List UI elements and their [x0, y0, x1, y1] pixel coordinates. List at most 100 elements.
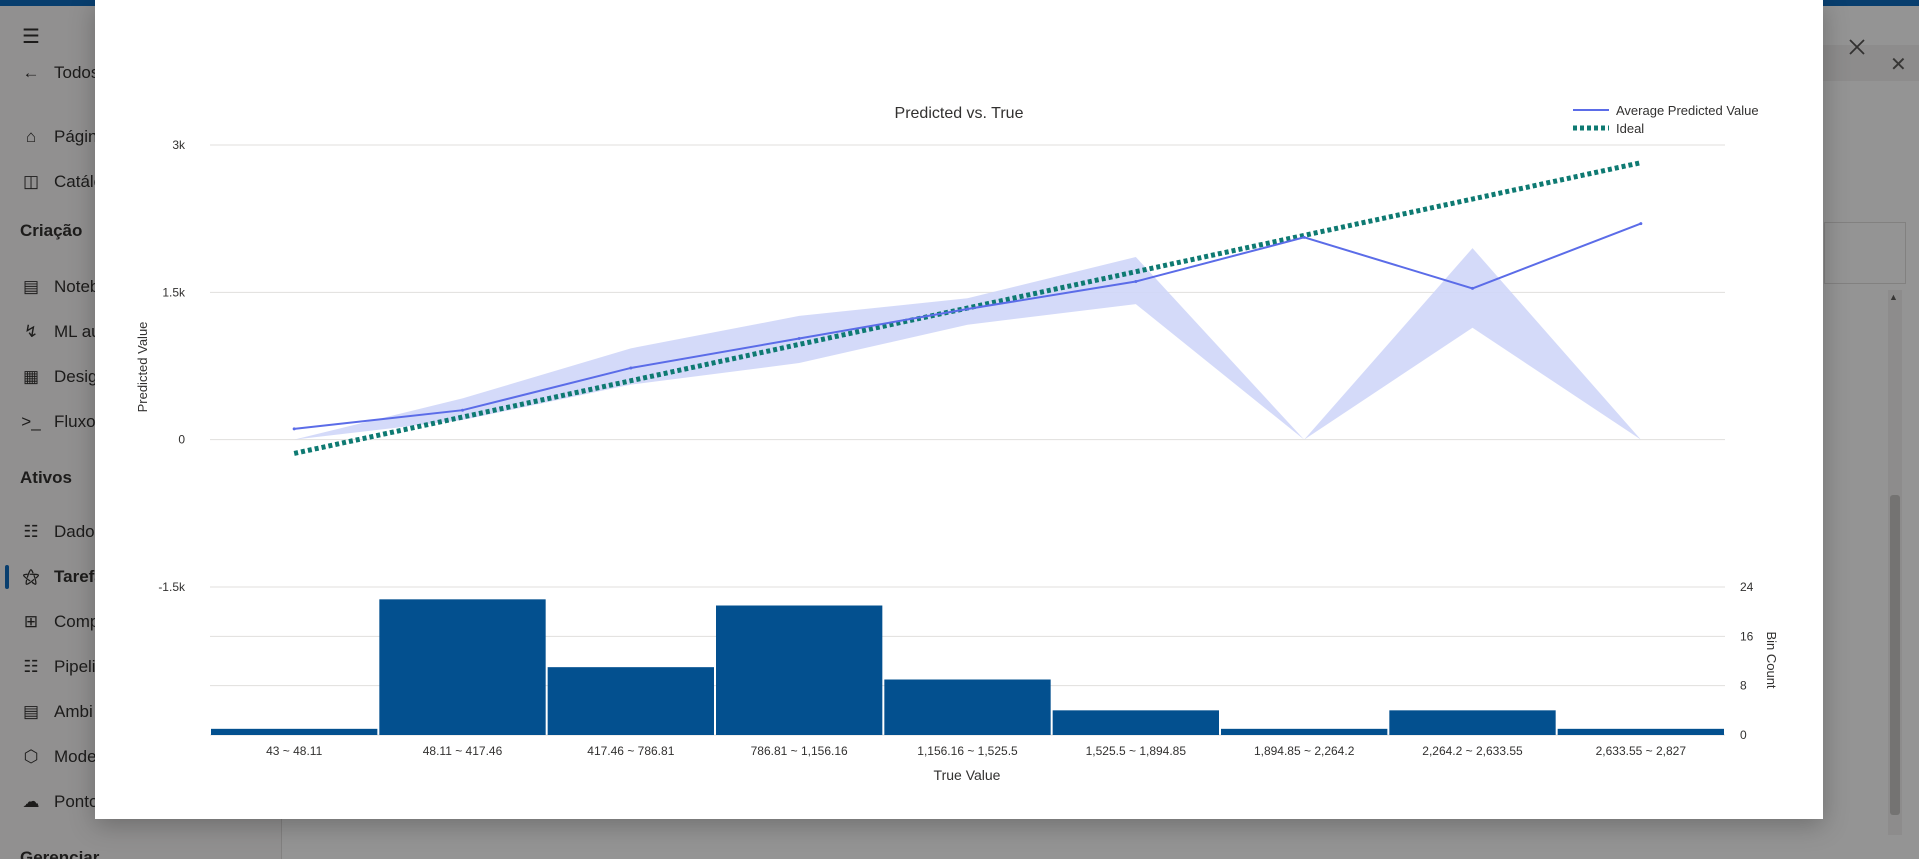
sidebar-item-models[interactable]: ⬡ Mode	[20, 742, 97, 772]
sidebar-item-components[interactable]: ⊞ Comp	[20, 607, 99, 637]
endpoint-icon: ☁	[22, 792, 40, 811]
sidebar-item-label: ML au	[54, 322, 101, 341]
predicted-point	[797, 336, 801, 340]
y-axis-label: Predicted Value	[135, 322, 150, 413]
y2-axis-label: Bin Count	[1764, 631, 1779, 688]
sidebar-item-back[interactable]: ← Todos	[20, 58, 100, 88]
predicted-point	[966, 307, 969, 311]
background-header-strip	[1820, 45, 1919, 81]
bin-bar	[884, 679, 1051, 735]
pipeline-icon: ☷	[23, 657, 39, 676]
sidebar-item-environments[interactable]: ▤ Ambi	[20, 697, 93, 727]
series-lines	[292, 160, 1643, 456]
bin-bar	[379, 599, 546, 735]
data-icon: ☷	[23, 522, 39, 541]
y2-axis-ticks: 24 16 8 0	[1740, 580, 1754, 742]
components-icon: ⊞	[23, 612, 39, 631]
notebook-icon: ▤	[22, 277, 40, 296]
predicted-point	[629, 366, 633, 370]
bin-bar	[211, 728, 378, 735]
bin-bar	[716, 605, 883, 735]
sidebar-item-label: Ponto	[54, 792, 99, 811]
x-tick-label: 1,156.16 ~ 1,525.5	[917, 744, 1018, 758]
x-tick-label: 43 ~ 48.11	[266, 744, 322, 758]
sidebar-item-label: Noteb	[54, 277, 100, 296]
sidebar-item-notebooks[interactable]: ▤ Noteb	[20, 272, 99, 302]
chart-title: Predicted vs. True	[895, 105, 1024, 122]
legend-label-ideal: Ideal	[1616, 121, 1644, 136]
model-cube-icon: ⬡	[23, 747, 39, 766]
sidebar-item-prompt-flow[interactable]: >_ Fluxo	[20, 407, 96, 437]
background-card	[1824, 222, 1906, 284]
sidebar-item-label: Tarefa	[54, 567, 104, 586]
chart-dialog: 3k 1.5k 0 -1.5k 24 16 8 0 43 ~ 48.11 48.11 ~ 41…	[95, 0, 1865, 819]
x-tick-label: 1,894.85 ~ 2,264.2	[1254, 744, 1355, 758]
close-icon[interactable]	[1842, 32, 1872, 62]
predicted-point	[1134, 280, 1138, 284]
predicted-point	[1471, 286, 1474, 290]
sidebar-item-label: Págin	[54, 127, 98, 146]
sidebar-item-designer[interactable]: ▦ Desig	[20, 362, 98, 392]
y2-tick-label: 24	[1740, 580, 1754, 594]
sidebar-item-home[interactable]: ⌂ Págin	[20, 122, 98, 152]
x-tick-label: 48.11 ~ 417.46	[423, 744, 503, 758]
environment-icon: ▤	[22, 702, 40, 721]
x-axis-ticks: 43 ~ 48.11 48.11 ~ 417.46 417.46 ~ 786.81 7…	[266, 744, 1686, 758]
sidebar-item-label: Desig	[54, 367, 98, 386]
y2-tick-label: 8	[1740, 679, 1747, 693]
background-close-icon[interactable]: ✕	[1890, 54, 1907, 76]
y2-tick-label: 0	[1740, 728, 1747, 742]
catalog-icon: ◫	[22, 172, 40, 191]
jobs-flask-icon: ⚝	[22, 567, 40, 586]
sidebar-item-label: Ambi	[54, 702, 93, 721]
sidebar-item-label: Dado	[54, 522, 95, 541]
x-tick-label: 786.81 ~ 1,156.16	[751, 744, 848, 758]
sidebar-item-automl[interactable]: ↯ ML au	[20, 317, 101, 347]
hamburger-menu-icon[interactable]: ☰	[22, 26, 40, 48]
bin-bar	[1052, 710, 1219, 735]
active-indicator	[5, 565, 9, 589]
y-tick-label: -1.5k	[158, 580, 186, 594]
y2-tick-label: 16	[1740, 629, 1754, 643]
predicted-vs-true-chart: 3k 1.5k 0 -1.5k 24 16 8 0 43 ~ 48.11 48.11 ~ 41…	[135, 103, 1779, 783]
chart-legend: Average Predicted Value Ideal	[1573, 103, 1759, 136]
y-tick-label: 0	[178, 433, 185, 447]
scroll-up-icon[interactable]: ▲	[1889, 292, 1898, 302]
x-tick-label: 417.46 ~ 786.81	[587, 744, 674, 758]
prediction-band	[294, 248, 1641, 440]
y-tick-label: 3k	[172, 138, 186, 152]
sidebar-item-jobs[interactable]: ⚝ Tarefa	[20, 562, 104, 592]
sidebar-item-label: Comp	[54, 612, 100, 631]
predicted-point	[1639, 222, 1643, 226]
predicted-point	[461, 408, 464, 412]
y-axis-ticks: 3k 1.5k 0 -1.5k	[158, 138, 186, 594]
sidebar-item-endpoints[interactable]: ☁ Ponto	[20, 787, 99, 817]
sidebar-item-label: Catálo	[54, 172, 104, 191]
bin-bar	[1557, 728, 1724, 735]
bin-bar	[547, 667, 714, 735]
sidebar-item-pipelines[interactable]: ☷ Pipeli	[20, 652, 96, 682]
bin-bar	[1221, 728, 1388, 735]
designer-icon: ▦	[22, 367, 40, 386]
bin-count-bars	[211, 599, 1724, 735]
prediction-band-area	[294, 248, 1641, 440]
x-tick-label: 2,633.55 ~ 2,827	[1596, 744, 1687, 758]
scrollbar-thumb[interactable]	[1890, 495, 1900, 815]
x-axis-label: True Value	[934, 767, 1001, 783]
sidebar-item-catalog[interactable]: ◫ Catálo	[20, 167, 103, 197]
sidebar-section-create: Criação	[20, 221, 83, 240]
x-tick-label: 1,525.5 ~ 1,894.85	[1086, 744, 1187, 758]
x-tick-label: 2,264.2 ~ 2,633.55	[1422, 744, 1523, 758]
sidebar-item-label: Pipeli	[54, 657, 96, 676]
sidebar-item-label: Todos	[54, 63, 100, 82]
y-tick-label: 1.5k	[162, 285, 186, 299]
sidebar-item-label: Fluxo	[54, 412, 96, 431]
prompt-flow-icon: >_	[21, 412, 41, 431]
predicted-point	[1302, 235, 1306, 239]
bin-bar	[1389, 710, 1556, 735]
predicted-point	[292, 427, 296, 431]
sidebar-section-assets: Ativos	[20, 468, 72, 487]
home-icon: ⌂	[25, 127, 37, 146]
sidebar-item-label: Mode	[54, 747, 97, 766]
sidebar-item-data[interactable]: ☷ Dado	[20, 517, 95, 547]
